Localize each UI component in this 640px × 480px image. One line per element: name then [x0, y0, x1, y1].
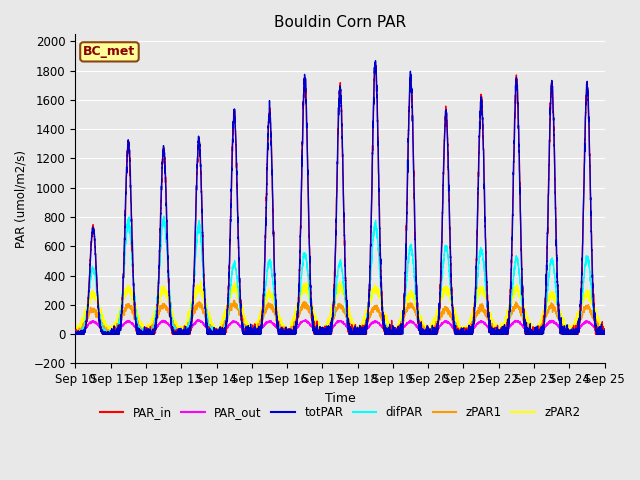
X-axis label: Time: Time: [324, 392, 355, 405]
Legend: PAR_in, PAR_out, totPAR, difPAR, zPAR1, zPAR2: PAR_in, PAR_out, totPAR, difPAR, zPAR1, …: [95, 401, 585, 423]
Y-axis label: PAR (umol/m2/s): PAR (umol/m2/s): [15, 150, 28, 248]
Text: BC_met: BC_met: [83, 45, 136, 59]
Title: Bouldin Corn PAR: Bouldin Corn PAR: [274, 15, 406, 30]
